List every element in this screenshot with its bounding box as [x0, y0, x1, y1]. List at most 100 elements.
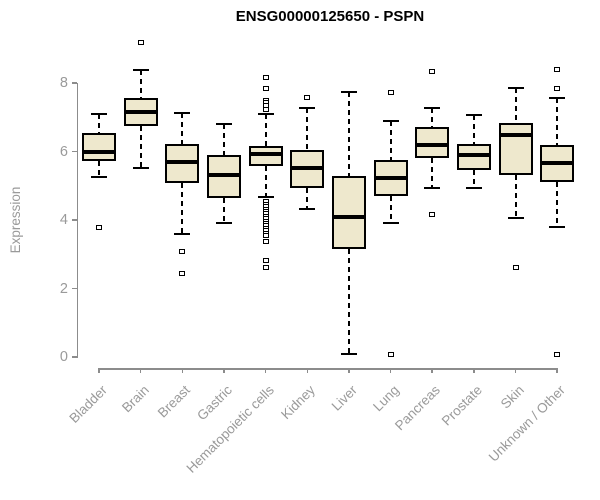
boxplot-brain-upper-cap: [132, 68, 149, 71]
boxplot-bladder-upper-whisker: [98, 113, 100, 134]
y-axis-tick: [71, 287, 77, 290]
x-axis-tick: [556, 368, 558, 373]
boxplot-bladder-lower-whisker: [98, 161, 100, 177]
x-axis-tick: [431, 368, 433, 373]
boxplot-kidney-upper-cap: [299, 107, 316, 109]
boxplot-prostate-box: [456, 143, 491, 170]
y-tick-label: 8: [59, 75, 68, 91]
boxplot-bladder-box: [82, 133, 116, 162]
boxplot-lung-outlier-point: [387, 352, 394, 358]
boxplot-hematopoietic-cells-lower-whisker: [264, 165, 267, 197]
boxplot-bladder-lower-cap: [91, 175, 107, 178]
boxplot-hematopoietic-cells-outlier-point: [262, 239, 269, 245]
boxplot-hematopoietic-cells-lower-cap: [257, 195, 274, 198]
boxplot-gastric-lower-whisker: [222, 198, 225, 224]
x-axis-tick: [514, 368, 517, 373]
boxplot-skin-lower-cap: [507, 216, 524, 219]
boxplot-unknown-other-outlier-point: [554, 85, 561, 91]
boxplot-breast-outlier-point: [179, 248, 186, 254]
y-axis-line: [76, 83, 78, 358]
boxplot-lung-outlier-point: [387, 89, 394, 95]
y-axis-label: Expression: [8, 186, 23, 254]
boxplot-lung-upper-cap: [382, 120, 399, 123]
boxplot-breast-lower-whisker: [181, 183, 184, 235]
boxplot-brain-lower-whisker: [139, 126, 142, 168]
boxplot-pancreas-upper-whisker: [431, 108, 434, 127]
boxplot-breast-lower-cap: [174, 233, 191, 236]
boxplot-gastric-lower-cap: [215, 222, 232, 225]
boxplot-skin-box: [498, 123, 533, 176]
x-axis-tick: [306, 368, 308, 373]
boxplot-pancreas-box: [415, 126, 450, 158]
boxplot-brain-upper-whisker: [139, 69, 142, 99]
boxplot-prostate-upper-cap: [465, 113, 482, 116]
boxplot-prostate-lower-cap: [465, 187, 482, 190]
x-axis-tick: [139, 368, 142, 373]
chart-title: ENSG00000125650 - PSPN: [235, 8, 425, 25]
boxplot-breast-median-line: [165, 160, 200, 165]
boxplot-lung-median-line: [373, 175, 408, 180]
boxplot-skin-upper-cap: [507, 86, 524, 89]
boxplot-hematopoietic-cells-outlier-point: [262, 85, 269, 91]
boxplot-pancreas-median-line: [415, 142, 450, 147]
boxplot-brain-lower-cap: [132, 166, 149, 169]
boxplot-skin-upper-whisker: [514, 87, 517, 124]
boxplot-unknown-other-upper-cap: [549, 97, 566, 100]
x-axis-tick: [389, 368, 392, 373]
boxplot-liver-upper-cap: [340, 91, 357, 94]
boxplot-liver-lower-whisker: [347, 249, 350, 354]
boxplot-hematopoietic-cells-outlier-point: [262, 257, 269, 263]
boxplot-gastric-upper-cap: [215, 123, 232, 126]
x-axis-tick: [473, 368, 475, 373]
boxplot-brain-median-line: [123, 110, 158, 115]
boxplot-pancreas-lower-cap: [424, 187, 441, 190]
boxplot-unknown-other-median-line: [540, 161, 575, 166]
boxplot-skin-outlier-point: [512, 265, 519, 271]
boxplot-gastric-upper-whisker: [222, 124, 225, 155]
boxplot-unknown-other-outlier-point: [554, 67, 561, 73]
boxplot-lung-lower-whisker: [389, 196, 392, 224]
x-axis-tick: [348, 368, 350, 373]
boxplot-unknown-other-lower-cap: [549, 225, 566, 228]
boxplot-pancreas-outlier-point: [429, 211, 436, 217]
boxplot-breast-upper-cap: [174, 112, 191, 115]
x-axis-tick: [181, 368, 184, 373]
x-axis-line: [98, 368, 559, 370]
boxplot-pancreas-outlier-point: [429, 69, 436, 75]
y-tick-label: 0: [59, 349, 68, 365]
boxplot-hematopoietic-cells-outlier-point: [262, 74, 269, 80]
boxplot-liver-box: [331, 176, 366, 250]
boxplot-prostate-lower-whisker: [472, 169, 475, 189]
boxplot-bladder-outlier-point: [96, 225, 102, 231]
boxplot-hematopoietic-cells-outlier-point: [262, 107, 269, 113]
y-axis-tick: [71, 356, 77, 358]
boxplot-unknown-other-lower-whisker: [556, 181, 559, 227]
boxplot-pancreas-lower-whisker: [431, 158, 434, 189]
y-axis-tick: [71, 219, 77, 221]
y-axis-tick: [71, 82, 77, 84]
boxplot-unknown-other-outlier-point: [554, 352, 561, 358]
boxplot-hematopoietic-cells-outlier-point: [262, 232, 269, 238]
boxplot-gastric-median-line: [206, 173, 241, 178]
boxplot-breast-outlier-point: [179, 270, 186, 276]
boxplot-kidney-lower-whisker: [306, 188, 309, 210]
boxplot-breast-upper-whisker: [181, 113, 184, 144]
boxplot-kidney-upper-whisker: [306, 108, 309, 151]
boxplot-liver-upper-whisker: [347, 92, 350, 177]
boxplot-bladder-median-line: [82, 150, 116, 155]
boxplot-pancreas-upper-cap: [424, 107, 441, 109]
boxplot-lung-upper-whisker: [389, 121, 392, 161]
x-axis-tick: [98, 368, 100, 373]
boxplot-prostate-upper-whisker: [472, 114, 475, 144]
boxplot-hematopoietic-cells-upper-whisker: [264, 113, 267, 146]
boxplot-skin-lower-whisker: [514, 175, 517, 218]
y-tick-label: 6: [59, 143, 68, 160]
boxplot-kidney-outlier-point: [304, 95, 311, 101]
boxplot-liver-median-line: [331, 214, 366, 219]
boxplot-prostate-median-line: [456, 152, 491, 157]
x-axis-tick: [264, 368, 267, 373]
boxplot-skin-median-line: [498, 133, 533, 138]
boxplot-hematopoietic-cells-outlier-point: [262, 265, 269, 271]
boxplot-liver-lower-cap: [340, 352, 357, 355]
